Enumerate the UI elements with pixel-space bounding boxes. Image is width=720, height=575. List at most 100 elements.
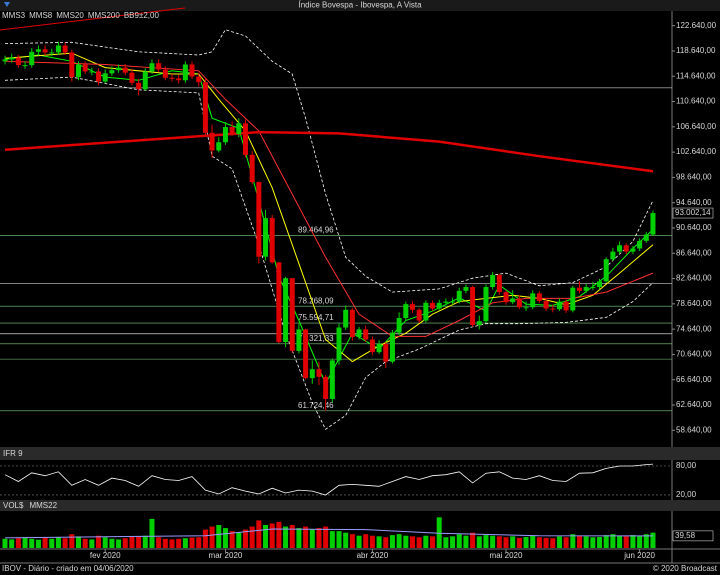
volume-bar [22,537,28,548]
volume-bar [416,537,422,548]
volume-bar [349,534,355,548]
volume-bar [550,538,556,548]
candle-body [303,329,309,379]
title-bar [0,0,720,11]
candle-body [416,309,422,321]
candle-body [550,308,556,310]
volume-bar [403,535,409,548]
candle-body [523,307,529,309]
candle-body [256,182,262,257]
candle-body [136,82,142,90]
volume-bar [530,535,536,548]
candle-body [503,292,509,303]
candle-body [349,309,355,337]
candle-body [176,78,182,81]
y-tick-label: 86.640,00 [676,248,712,257]
volume-bar [296,528,302,548]
volume-bar [42,537,48,548]
volume-bar [289,525,295,548]
candle-body [142,71,148,90]
volume-bar [463,535,469,548]
volume-bar [176,538,182,548]
volume-bar [343,532,349,548]
candle-body [583,287,589,291]
candle-body [336,327,342,361]
volume-bar [196,537,202,548]
volume-bar [169,539,175,548]
volume-bar [536,537,542,548]
level-label: 75.594,71 [298,313,334,322]
volume-bar [637,535,643,548]
candle-body [450,301,456,303]
candle-body [109,70,115,74]
candle-body [269,218,275,263]
panel-header [0,500,720,511]
volume-bar [102,537,108,548]
candle-body [597,281,603,288]
y-tick-label: 62.640,00 [676,400,712,409]
candle-body [62,45,68,53]
volume-bar [189,537,195,548]
candle-body [389,332,395,362]
candle-body [189,64,195,77]
volume-bar [109,538,115,548]
volume-bar [156,537,162,548]
legend-entry: MMS20 [56,11,84,20]
volume-bar [303,526,309,548]
volume-bar [490,535,496,548]
candle-body [443,301,449,303]
candle-body [617,245,623,252]
volume-bar [436,517,442,548]
trend-line [0,7,186,31]
panel-title: VOL$ [3,501,24,510]
candle-body [563,301,569,311]
y-tick-label: 118.640,00 [676,46,716,55]
candle-body [249,154,255,183]
volume-bar [603,535,609,548]
candle-body [483,287,489,322]
candle-body [276,262,282,343]
volume-bar [276,521,282,548]
volume-bar [216,525,222,548]
volume-bar [89,539,95,548]
volume-bar [263,525,269,548]
y-tick-label: 122.640,00 [676,21,717,30]
candle-body [229,127,235,135]
volume-bar [149,518,155,548]
volume-bar [229,531,235,548]
candle-body [456,290,462,302]
y-tick-label: 102.640,00 [676,147,717,156]
candle-body [29,51,35,66]
x-tick-label: fev 2020 [90,551,121,560]
candle-body [236,123,242,135]
y-tick-label: 98.640,00 [676,173,712,182]
volume-bar [423,535,429,548]
candle-body [89,71,95,73]
volume-bar [597,536,603,548]
candle-body [316,369,322,377]
candle-body [242,123,248,155]
candle-body [430,302,436,309]
candle-body [623,245,629,252]
candle-body [323,376,329,399]
candle-body [643,234,649,241]
candle-body [162,69,168,78]
candle-body [216,142,222,151]
legend-entry: MMS200 [88,11,121,20]
candle-body [82,64,88,72]
candle-body [202,82,208,133]
y-tick-label: 74.640,00 [676,324,712,333]
legend-entry: BB9±2,00 [124,11,160,20]
volume-bar [510,536,516,548]
menu-icon[interactable] [4,2,10,7]
volume-bar [643,534,649,548]
candle-body [376,343,382,353]
panel-title: IFR 9 [3,449,23,458]
candle-body [436,302,442,309]
volume-bar [35,539,41,548]
volume-bar [516,537,522,548]
y-tick-label: 80,00 [676,461,697,470]
candle-body [343,309,349,328]
volume-bar [336,531,342,548]
